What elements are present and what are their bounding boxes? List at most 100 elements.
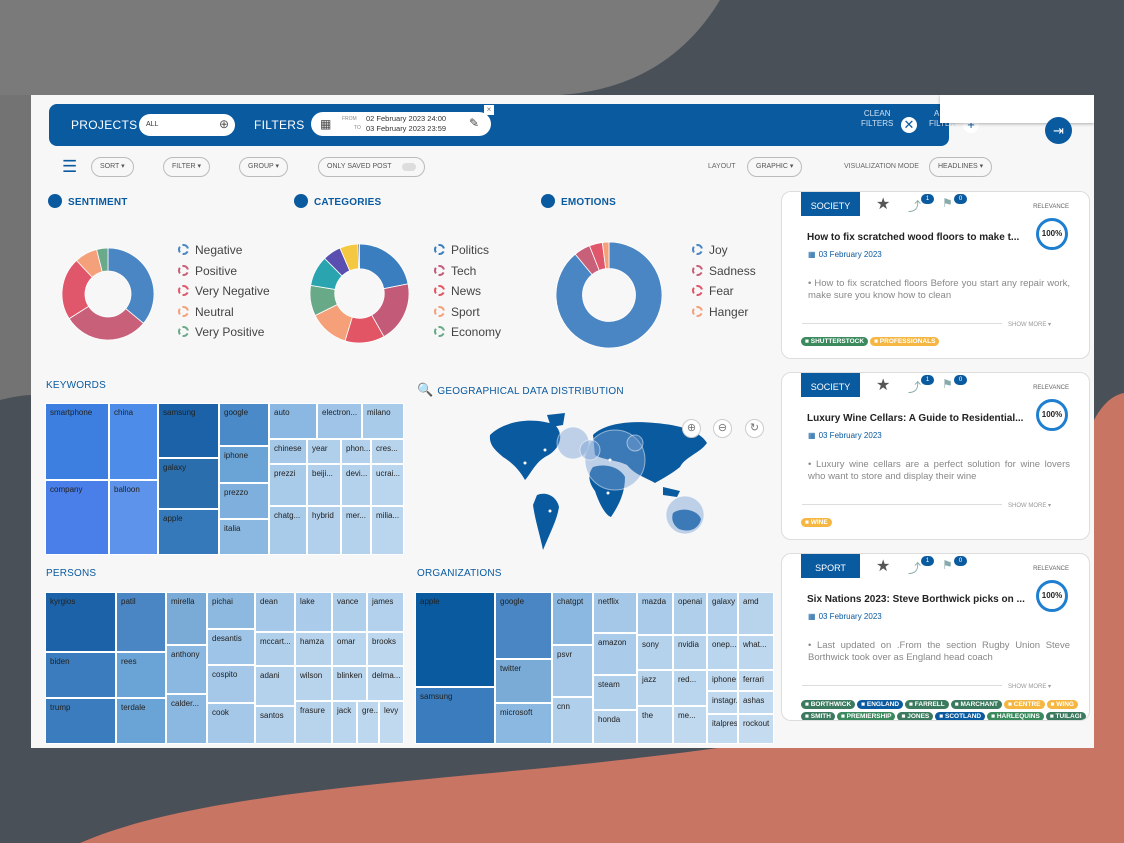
treemap-cell[interactable]: brooks bbox=[367, 632, 404, 666]
treemap-cell[interactable]: chinese bbox=[269, 439, 307, 464]
share-icon[interactable]: ⤴ bbox=[908, 380, 922, 395]
category-tag[interactable]: SOCIETY bbox=[801, 192, 860, 216]
flag-icon[interactable]: ⚑ bbox=[942, 196, 953, 210]
article-title[interactable]: Six Nations 2023: Steve Borthwick picks … bbox=[807, 594, 1025, 605]
zoom-out-button[interactable]: ⊖ bbox=[713, 419, 732, 438]
legend-item[interactable]: Hanger bbox=[692, 302, 756, 323]
treemap-cell[interactable]: desantis bbox=[207, 629, 255, 665]
zoom-in-button[interactable]: ⊕ bbox=[682, 419, 701, 438]
treemap-cell[interactable]: mazda bbox=[637, 592, 673, 635]
treemap-cell[interactable]: chatg... bbox=[269, 506, 307, 555]
plus-circle-icon[interactable]: ⊕ bbox=[218, 117, 229, 131]
treemap-cell[interactable]: google bbox=[495, 592, 552, 659]
treemap-cell[interactable]: onep... bbox=[707, 635, 738, 670]
treemap-cell[interactable]: mirella bbox=[166, 592, 207, 645]
legend-item[interactable]: Neutral bbox=[178, 302, 270, 323]
treemap-cell[interactable]: blinken bbox=[332, 666, 367, 701]
treemap-cell[interactable]: company bbox=[45, 480, 109, 555]
treemap-cell[interactable]: twitter bbox=[495, 659, 552, 703]
treemap-cell[interactable]: galaxy bbox=[158, 458, 219, 509]
treemap-cell[interactable]: ucrai... bbox=[371, 464, 404, 506]
category-tag[interactable]: SPORT bbox=[801, 554, 860, 578]
treemap-cell[interactable]: james bbox=[367, 592, 404, 632]
treemap-cell[interactable]: wilson bbox=[295, 666, 332, 701]
treemap-cell[interactable]: cook bbox=[207, 703, 255, 744]
category-tag[interactable]: SOCIETY bbox=[801, 373, 860, 397]
tag-chip[interactable]: ■ TUILAGI bbox=[1045, 712, 1086, 720]
tag-chip[interactable]: ■ SHUTTERSTOCK bbox=[801, 337, 869, 346]
donut-slice[interactable] bbox=[556, 242, 662, 348]
data-bubble[interactable] bbox=[579, 439, 601, 461]
legend-item[interactable]: Sport bbox=[434, 302, 529, 323]
treemap-cell[interactable]: samsung bbox=[158, 403, 219, 458]
edit-pencil-icon[interactable]: ✎ bbox=[469, 116, 480, 130]
treemap-cell[interactable]: iphone bbox=[219, 446, 269, 483]
share-icon[interactable]: ⤴ bbox=[908, 199, 922, 214]
treemap-cell[interactable]: hybrid bbox=[307, 506, 341, 555]
star-icon[interactable]: ★ bbox=[876, 377, 891, 394]
treemap-cell[interactable]: netflix bbox=[593, 592, 637, 633]
group-button[interactable]: GROUP ▾ bbox=[239, 157, 289, 177]
tag-chip[interactable]: ■ PREMIERSHIP bbox=[836, 712, 896, 720]
data-bubble[interactable] bbox=[626, 434, 644, 452]
donut-slice[interactable] bbox=[357, 244, 360, 270]
legend-item[interactable]: Fear bbox=[692, 281, 756, 302]
treemap-cell[interactable]: amd bbox=[738, 592, 774, 635]
show-more-button[interactable]: SHOW MORE ▾ bbox=[1008, 503, 1052, 509]
treemap-cell[interactable]: electron... bbox=[317, 403, 362, 439]
treemap-cell[interactable]: microsoft bbox=[495, 703, 552, 744]
treemap-cell[interactable]: cnn bbox=[552, 697, 593, 744]
treemap-cell[interactable]: china bbox=[109, 403, 158, 480]
treemap-cell[interactable]: terdale bbox=[116, 698, 166, 744]
clear-x-icon[interactable]: ✕ bbox=[901, 117, 917, 133]
treemap-cell[interactable]: dean bbox=[255, 592, 295, 632]
treemap-cell[interactable]: santos bbox=[255, 706, 295, 744]
treemap-cell[interactable]: the bbox=[637, 706, 673, 744]
treemap-cell[interactable]: delma... bbox=[367, 666, 404, 701]
donut-slice[interactable] bbox=[359, 244, 409, 290]
treemap-cell[interactable]: frasure bbox=[295, 701, 332, 744]
legend-item[interactable]: Sadness bbox=[692, 261, 756, 282]
treemap-cell[interactable]: google bbox=[219, 403, 269, 446]
treemap-cell[interactable]: anthony bbox=[166, 645, 207, 694]
treemap-cell[interactable]: beiji... bbox=[307, 464, 341, 506]
treemap-cell[interactable]: steam bbox=[593, 675, 637, 710]
treemap-cell[interactable]: mer... bbox=[341, 506, 371, 555]
treemap-cell[interactable]: biden bbox=[45, 652, 116, 698]
tag-chip[interactable]: ■ FARRELL bbox=[905, 700, 949, 709]
treemap-cell[interactable]: balloon bbox=[109, 480, 158, 555]
close-icon[interactable]: × bbox=[484, 105, 494, 115]
share-icon[interactable]: ⤴ bbox=[908, 561, 922, 576]
treemap-cell[interactable]: openai bbox=[673, 592, 707, 635]
treemap-cell[interactable]: levy bbox=[379, 701, 404, 744]
saved-post-toggle[interactable]: ONLY SAVED POST bbox=[318, 157, 425, 177]
treemap-cell[interactable]: apple bbox=[415, 592, 495, 687]
legend-item[interactable]: Politics bbox=[434, 240, 529, 261]
projects-select[interactable]: ALL ⊕ bbox=[139, 114, 235, 136]
tag-chip[interactable]: ■ CENTRE bbox=[1004, 700, 1045, 709]
layout-select[interactable]: GRAPHIC ▾ bbox=[747, 157, 803, 177]
treemap-cell[interactable]: iphone bbox=[707, 670, 738, 691]
treemap-cell[interactable]: devi... bbox=[341, 464, 371, 506]
treemap-cell[interactable]: vance bbox=[332, 592, 367, 632]
tag-chip[interactable]: ■ HARLEQUINS bbox=[987, 712, 1044, 720]
treemap-cell[interactable]: instagr... bbox=[707, 691, 738, 714]
tag-chip[interactable]: ■ SMITH bbox=[801, 712, 835, 720]
tag-chip[interactable]: ■ SCOTLAND bbox=[935, 712, 986, 720]
tag-chip[interactable]: ■ WINE bbox=[801, 518, 832, 527]
article-title[interactable]: How to fix scratched wood floors to make… bbox=[807, 232, 1020, 243]
star-icon[interactable]: ★ bbox=[876, 558, 891, 575]
legend-item[interactable]: Economy bbox=[434, 322, 529, 340]
treemap-cell[interactable]: smartphone bbox=[45, 403, 109, 480]
treemap-cell[interactable]: jazz bbox=[637, 670, 673, 706]
treemap-cell[interactable]: cospito bbox=[207, 665, 255, 703]
news-card[interactable]: SOCIETY ★ ⤴ 1 ⚑ 0 RELEVANCE 100% Luxury Wine Cel… bbox=[781, 372, 1090, 540]
treemap-cell[interactable]: apple bbox=[158, 509, 219, 555]
treemap-cell[interactable]: honda bbox=[593, 710, 637, 744]
treemap-cell[interactable]: sony bbox=[637, 635, 673, 670]
treemap-cell[interactable]: gre... bbox=[357, 701, 379, 744]
tag-chip[interactable]: ■ JONES bbox=[897, 712, 934, 720]
treemap-cell[interactable]: omar bbox=[332, 632, 367, 666]
treemap-cell[interactable]: hamza bbox=[295, 632, 332, 666]
data-bubble[interactable] bbox=[556, 426, 590, 460]
